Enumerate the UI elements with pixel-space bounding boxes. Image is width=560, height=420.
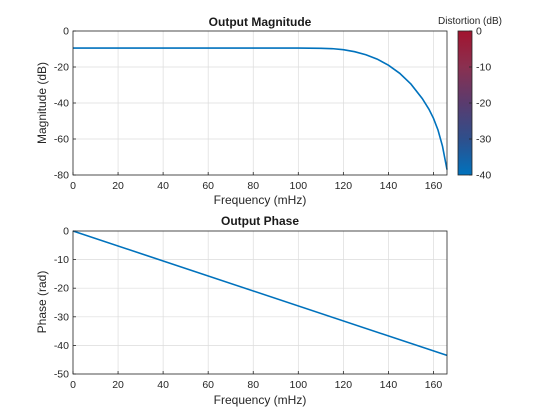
phase-plot-background — [73, 231, 447, 374]
phase-x-axis-label: Frequency (mHz) — [214, 393, 307, 407]
magnitude-y-tick-label: -80 — [54, 170, 69, 182]
magnitude-x-tick-label: 60 — [202, 180, 214, 192]
phase-series-line — [72, 230, 448, 357]
magnitude-series-line — [73, 47, 448, 170]
colorbar-tick-label: -20 — [476, 98, 491, 110]
magnitude-chart-title: Output Magnitude — [209, 15, 312, 29]
phase-series — [72, 230, 448, 357]
phase-y-tick-label: -20 — [54, 283, 69, 295]
phase-y-axis-label: Phase (rad) — [35, 271, 49, 334]
colorbar-tick-label: -10 — [476, 62, 491, 74]
phase-chart-title: Output Phase — [221, 214, 299, 228]
phase-plot-frame — [72, 230, 448, 375]
magnitude-x-tick-label: 160 — [425, 180, 443, 192]
magnitude-series — [73, 47, 448, 170]
phase-x-tick-label: 60 — [202, 379, 214, 391]
magnitude-x-tick-label: 40 — [157, 180, 169, 192]
phase-x-tick-label: 140 — [380, 379, 398, 391]
phase-x-tick-label: 80 — [247, 379, 259, 391]
magnitude-x-tick-label: 0 — [70, 180, 76, 192]
colorbar-tick-label: 0 — [476, 26, 482, 38]
phase-x-tick-label: 120 — [335, 379, 353, 391]
magnitude-x-axis-label: Frequency (mHz) — [214, 193, 307, 207]
magnitude-y-tick-label: 0 — [63, 26, 69, 38]
phase-x-tick-label: 20 — [112, 379, 124, 391]
colorbar-title: Distortion (dB) — [438, 16, 502, 27]
colorbar-tick-label: -30 — [476, 134, 491, 146]
magnitude-y-tick-label: -40 — [54, 98, 69, 110]
colorbar-ticks: 0 -10 -20 -30 -40 — [469, 26, 491, 182]
phase-chart: 0 20 40 60 80 100 120 140 160 0 -10 -20 -30 -40 -50 Ou… — [35, 214, 448, 407]
magnitude-x-tick-label: 20 — [112, 180, 124, 192]
magnitude-x-tick-label: 140 — [380, 180, 398, 192]
distortion-colorbar: 0 -10 -20 -30 -40 Distortion (dB) — [438, 16, 502, 182]
phase-y-tick-label: 0 — [63, 226, 69, 238]
colorbar-tick-label: -40 — [476, 170, 491, 182]
magnitude-chart: 0 20 40 60 80 100 120 140 160 0 -20 -40 -60 -80 Outpu… — [35, 15, 448, 207]
phase-y-tick-label: -50 — [54, 369, 69, 381]
phase-x-tick-label: 40 — [157, 379, 169, 391]
magnitude-x-tick-label: 100 — [290, 180, 308, 192]
phase-y-tick-label: -10 — [54, 254, 69, 266]
phase-ticks: 0 20 40 60 80 100 120 140 160 0 -10 -20 -30 -40 -50 — [54, 226, 443, 392]
colorbar-gradient — [458, 31, 472, 175]
magnitude-y-axis-label: Magnitude (dB) — [35, 62, 49, 144]
magnitude-y-tick-label: -20 — [54, 62, 69, 74]
phase-x-tick-label: 160 — [425, 379, 443, 391]
phase-y-tick-label: -30 — [54, 311, 69, 323]
phase-x-tick-label: 100 — [290, 379, 308, 391]
magnitude-ticks: 0 20 40 60 80 100 120 140 160 0 -20 -40 -60 -80 — [54, 26, 443, 193]
phase-x-tick-label: 0 — [70, 379, 76, 391]
magnitude-y-tick-label: -60 — [54, 134, 69, 146]
phase-y-tick-label: -40 — [54, 340, 69, 352]
magnitude-x-tick-label: 120 — [335, 180, 353, 192]
magnitude-x-tick-label: 80 — [247, 180, 259, 192]
